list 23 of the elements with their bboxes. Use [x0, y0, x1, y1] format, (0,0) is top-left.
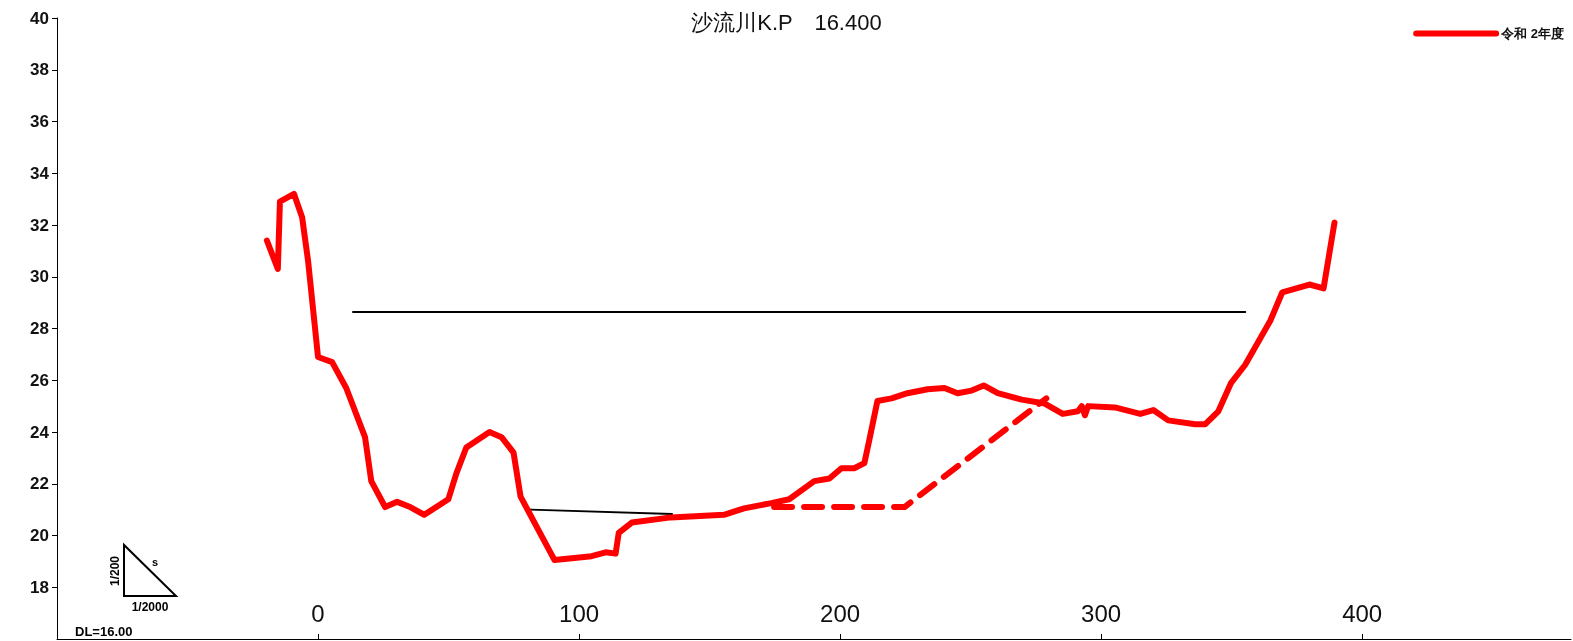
- y-tick-label: 22: [30, 474, 49, 494]
- y-tick-label: 36: [30, 112, 49, 131]
- y-tick-label: 32: [30, 215, 49, 235]
- y-tick-label: 40: [30, 8, 49, 28]
- y-tick-label: 28: [30, 319, 49, 338]
- y-tick-label: 26: [30, 370, 49, 390]
- annotation: 1/200: [108, 555, 122, 587]
- annotation: DL=16.00: [75, 624, 133, 639]
- y-tick-label: 24: [30, 422, 50, 442]
- y-tick-label: 18: [30, 577, 49, 597]
- y-tick-label: 30: [30, 267, 49, 287]
- chart-title: 沙流川K.P 16.400: [691, 9, 882, 35]
- x-tick-label: 100: [559, 599, 600, 627]
- x-tick-label: 200: [820, 599, 861, 627]
- annotation: s: [152, 556, 159, 568]
- y-tick-label: 20: [30, 526, 49, 545]
- annotation: 1/2000: [131, 600, 169, 614]
- x-tick-label: 0: [311, 599, 325, 627]
- y-tick-label: 34: [30, 163, 50, 183]
- x-tick-label: 300: [1081, 599, 1122, 627]
- text: 令和 2年度: [1500, 26, 1564, 41]
- x-tick-label: 400: [1342, 599, 1383, 627]
- y-tick-label: 38: [30, 60, 49, 80]
